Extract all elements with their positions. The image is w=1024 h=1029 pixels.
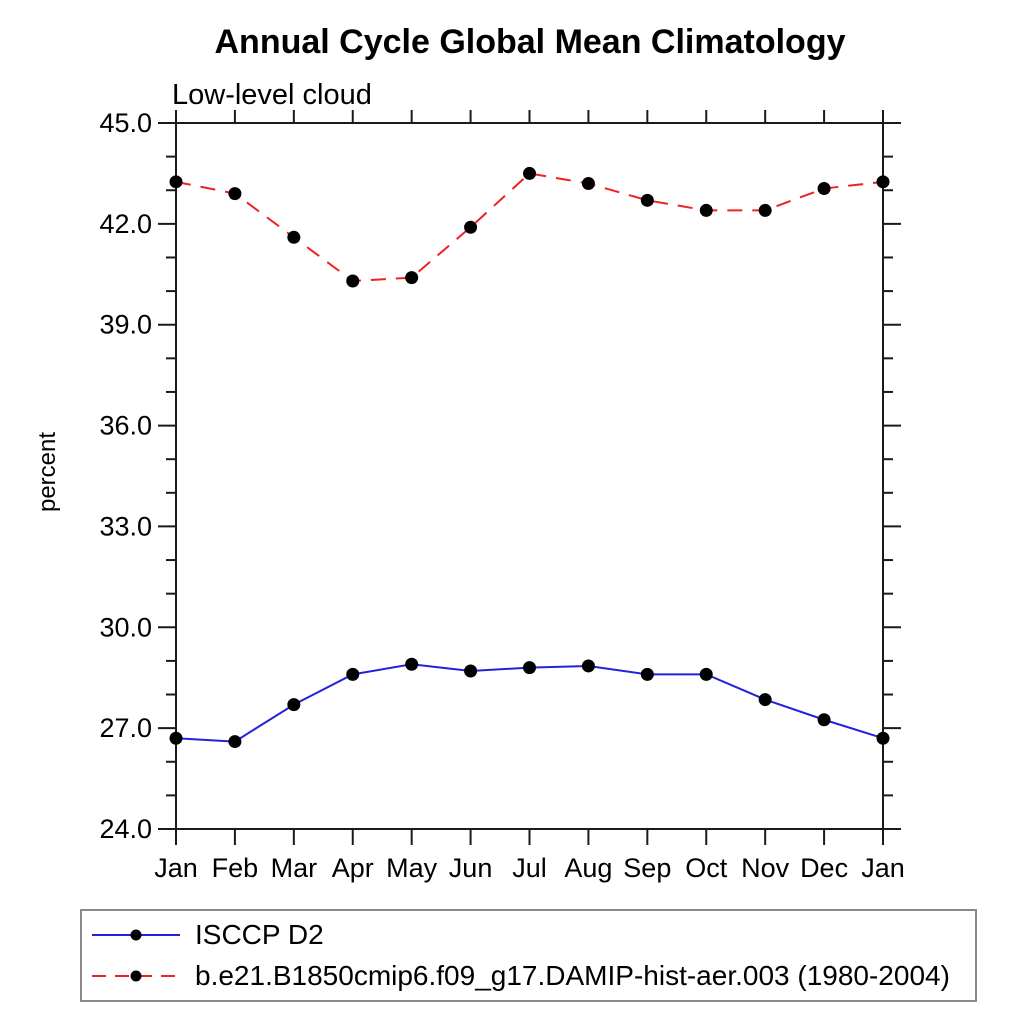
data-point-marker — [169, 731, 183, 745]
chart-title: Annual Cycle Global Mean Climatology — [215, 23, 846, 61]
legend-item-model: b.e21.B1850cmip6.f09_g17.DAMIP-hist-aer.… — [88, 956, 975, 997]
data-point-marker — [876, 731, 890, 745]
x-tick-label: May — [386, 853, 438, 883]
y-tick-label: 42.0 — [99, 209, 152, 239]
data-point-marker — [758, 203, 772, 217]
data-point-marker — [287, 230, 301, 244]
series-line-0 — [175, 663, 884, 743]
plot-frame — [175, 122, 884, 830]
y-tick-label: 45.0 — [99, 108, 152, 138]
series-line-1 — [175, 172, 884, 283]
x-tick-label: Oct — [685, 853, 728, 883]
data-point-marker — [346, 274, 360, 288]
data-point-marker — [169, 175, 183, 189]
y-tick-label: 30.0 — [99, 612, 152, 642]
data-point-marker — [758, 693, 772, 707]
legend-solid-line-icon — [92, 929, 180, 941]
x-tick-label: Mar — [271, 853, 318, 883]
y-tick-label: 24.0 — [99, 814, 152, 844]
y-tick-label: 36.0 — [99, 411, 152, 441]
data-point-marker — [405, 657, 419, 671]
legend-item-isccp: ISCCP D2 — [88, 915, 975, 956]
y-tick-label: 27.0 — [99, 713, 152, 743]
data-point-marker — [464, 664, 478, 678]
data-point-marker — [346, 667, 360, 681]
legend-dashed-line-icon — [92, 970, 180, 982]
data-point-marker — [228, 187, 242, 201]
data-point-marker — [699, 667, 713, 681]
legend-box: ISCCP D2 b.e21.B1850cmip6.f09_g17.DAMIP-… — [80, 909, 977, 1002]
x-tick-label: Sep — [623, 853, 671, 883]
data-point-marker — [699, 203, 713, 217]
x-tick-label: Jan — [861, 853, 905, 883]
data-point-marker — [464, 220, 478, 234]
data-point-marker — [523, 661, 536, 675]
legend-label: ISCCP D2 — [195, 919, 324, 950]
x-tick-label: Jun — [449, 853, 493, 883]
y-axis-label: percent — [34, 432, 61, 512]
x-tick-label: Jul — [512, 853, 547, 883]
x-tick-label: Jan — [154, 853, 198, 883]
x-tick-label: Apr — [332, 853, 374, 883]
x-tick-label: Dec — [800, 853, 848, 883]
data-point-marker — [640, 193, 654, 207]
data-point-marker — [876, 175, 890, 189]
data-point-marker — [523, 166, 536, 180]
data-point-marker — [640, 667, 654, 681]
data-point-marker — [287, 698, 301, 712]
y-tick-label: 33.0 — [99, 511, 152, 541]
data-point-marker — [228, 735, 242, 749]
data-point-marker — [581, 659, 595, 673]
data-point-marker — [405, 271, 419, 285]
data-point-marker — [581, 177, 595, 191]
y-tick-label: 39.0 — [99, 310, 152, 340]
x-tick-label: Aug — [564, 853, 612, 883]
legend-label: b.e21.B1850cmip6.f09_g17.DAMIP-hist-aer.… — [195, 960, 950, 991]
x-tick-label: Nov — [741, 853, 790, 883]
chart-subtitle: Low-level cloud — [172, 79, 372, 111]
x-tick-label: Feb — [212, 853, 259, 883]
data-point-marker — [817, 182, 831, 196]
data-point-marker — [817, 713, 831, 727]
